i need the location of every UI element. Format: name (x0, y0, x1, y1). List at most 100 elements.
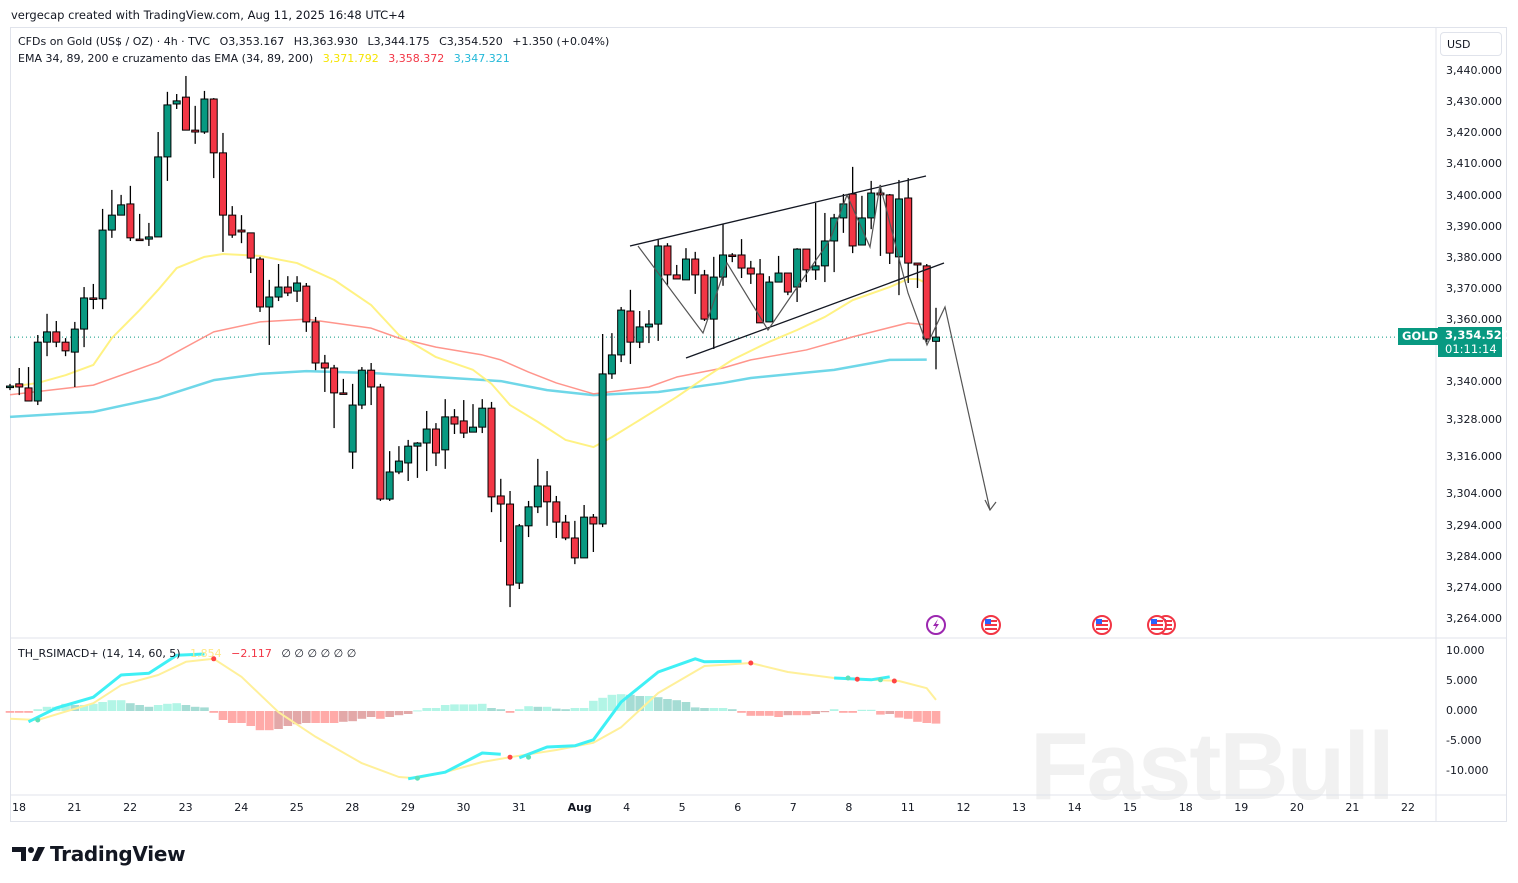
price-tick-label: 3,360.000 (1446, 313, 1502, 327)
symbol-legend: CFDs on Gold (US$ / OZ) · 4h · TVC O3,35… (18, 35, 615, 48)
histogram-bar (42, 706, 52, 711)
bearish-candle-body (904, 197, 913, 264)
candle (543, 471, 552, 526)
histogram-bar (24, 711, 33, 713)
us-flag-event-icon[interactable] (1092, 615, 1112, 635)
bullish-candle-body (98, 229, 107, 300)
histogram-bar (792, 711, 802, 716)
histogram-bar (533, 706, 543, 711)
ema34-value: 3,371.792 (322, 52, 379, 65)
histogram-bar (348, 711, 357, 722)
histogram-bar (264, 711, 274, 731)
candle (737, 239, 746, 279)
bearish-candle-body (89, 297, 98, 300)
bullish-candle-body (644, 323, 653, 328)
bearish-candle-body (181, 96, 190, 131)
watermark: FastBull (1030, 713, 1395, 820)
histogram-bar (903, 711, 913, 719)
time-tick-label: 25 (289, 801, 304, 814)
candle (172, 94, 181, 109)
bearish-candle-body (311, 321, 320, 364)
time-tick-label: 13 (1012, 801, 1027, 814)
bearish-candle-body (61, 341, 70, 352)
symbol-name[interactable]: CFDs on Gold (US$ / OZ) · 4h · TVC (18, 35, 211, 48)
bullish-candle-body (274, 286, 283, 298)
oscillator-tick-label: 0.000 (1446, 704, 1478, 717)
bearish-cross-dot (891, 678, 897, 684)
candle (469, 404, 477, 433)
histogram-bar (385, 711, 394, 717)
time-tick-label: 21 (67, 801, 82, 814)
bearish-candle-body (922, 265, 931, 340)
oscillator-signal-line (9, 657, 937, 780)
candle (117, 194, 126, 216)
lightning-event-icon[interactable] (926, 615, 946, 635)
oscillator-tick-label: -5.000 (1446, 734, 1482, 747)
price-tick-label: 3,304.000 (1446, 487, 1502, 501)
candle (774, 255, 783, 283)
candle (506, 490, 515, 608)
candle (394, 446, 403, 475)
histogram-bar (14, 711, 24, 713)
bullish-candle-body (793, 248, 802, 288)
high-value: H3,363.930 (293, 35, 358, 48)
time-tick-label: 12 (956, 801, 971, 814)
histogram-bar (366, 711, 376, 717)
bearish-candle-body (283, 286, 292, 294)
bullish-candle-body (932, 336, 940, 342)
histogram-bar (913, 711, 922, 722)
bullish-candle-body (533, 485, 542, 508)
oscillator-fast-line (27, 652, 205, 724)
price-tick-label: 3,274.000 (1446, 580, 1502, 594)
zigzag-projection-line (637, 184, 991, 511)
candle (61, 338, 70, 357)
candle (330, 364, 339, 429)
histogram-bar (477, 703, 487, 711)
candle (52, 320, 61, 348)
bearish-candle-body (209, 98, 218, 154)
histogram-bar (727, 709, 737, 711)
price-tick-label: 3,420.000 (1446, 126, 1502, 140)
time-tick-label: 15 (1123, 801, 1138, 814)
bearish-candle-body (700, 274, 709, 320)
histogram-bar (505, 711, 515, 713)
lightning-glyph (933, 619, 939, 631)
histogram-bar (700, 708, 709, 711)
price-tick-label: 3,370.000 (1446, 281, 1502, 295)
candle (376, 383, 385, 501)
bullish-candle-body (478, 407, 487, 428)
histogram-bar (181, 705, 191, 711)
histogram-bar (755, 711, 765, 716)
oscillator-fast-line (518, 657, 742, 760)
histogram-bar (515, 709, 524, 711)
candle (441, 399, 450, 469)
bearish-candle-body (302, 285, 311, 323)
ema-indicator-name[interactable]: EMA 34, 89, 200 e cruzamento das EMA (34… (18, 52, 314, 65)
histogram-bar (894, 711, 904, 718)
candle (200, 90, 209, 134)
price-tick-label: 3,316.000 (1446, 450, 1502, 464)
oscillator-name[interactable]: TH_RSIMACD+ (14, 14, 60, 5) (18, 647, 181, 660)
histogram-bar (135, 705, 144, 711)
last-price-value: 3,354.520 (1445, 328, 1510, 342)
change-value: +1.350 (+0.04%) (512, 35, 610, 48)
us-flag-event-icon[interactable] (1147, 615, 1167, 635)
bearish-candle-body (737, 254, 746, 269)
bullish-cross-dot (845, 675, 851, 681)
bullish-candle-body (6, 385, 14, 389)
candle (274, 264, 283, 302)
currency-selector[interactable]: USD (1440, 32, 1502, 56)
bearish-candle-body (506, 503, 515, 586)
histogram-bar (783, 711, 793, 716)
oscillator-tick-label: 5.000 (1446, 674, 1478, 687)
price-tick-label: 3,430.000 (1446, 95, 1502, 109)
histogram-bar (737, 711, 746, 713)
histogram-bar (681, 702, 691, 711)
us-flag-event-icon[interactable] (981, 615, 1001, 635)
bullish-candle-body (765, 281, 774, 323)
candle (181, 75, 190, 131)
time-tick-label: 23 (178, 801, 193, 814)
tradingview-logo[interactable]: TradingView (12, 842, 186, 866)
candle (552, 495, 561, 538)
